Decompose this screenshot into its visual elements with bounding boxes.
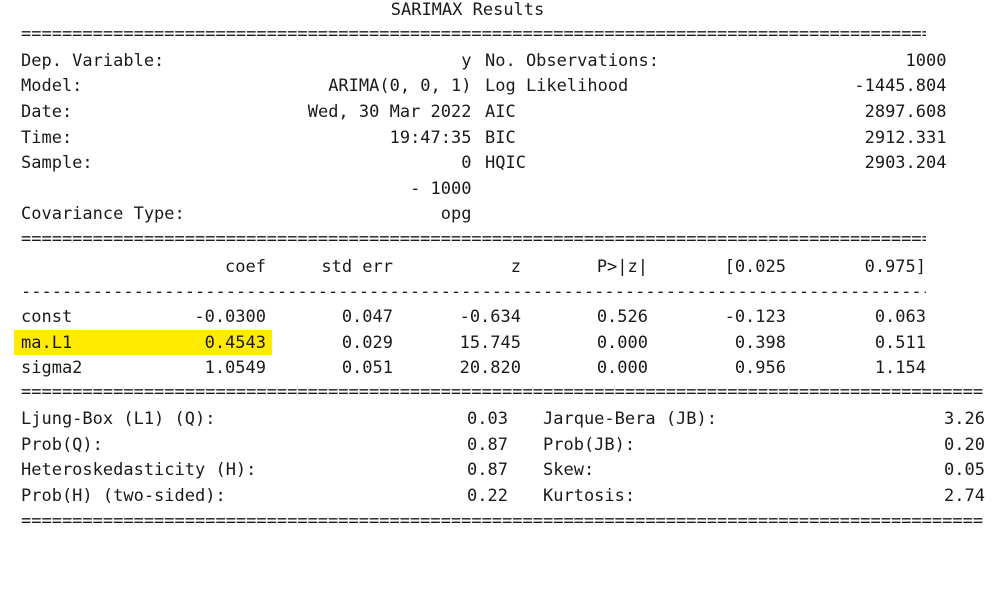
diag-label: Heteroskedasticity (H): bbox=[21, 460, 257, 480]
sarimax-results-page: { "title": "SARIMAX Results", "separator… bbox=[14, 0, 985, 531]
header-row-1: Model: ARIMA(0, 0, 1) Log Likelihood -14… bbox=[21, 74, 946, 98]
diag-label: Prob(H) (two-sided): bbox=[21, 486, 226, 506]
separator-dashes: ----------------------------------------… bbox=[21, 282, 926, 302]
highlight-ma-l1 bbox=[14, 330, 272, 355]
header-row-5: - 1000 bbox=[21, 177, 471, 201]
table-row: const -0.0300 0.047 -0.634 0.526 -0.123 … bbox=[21, 305, 926, 329]
header-label: Time: bbox=[21, 128, 73, 148]
diag-label: Prob(Q): bbox=[21, 435, 103, 455]
header-value: - 1000 bbox=[410, 179, 472, 199]
separator-long: ========================================… bbox=[21, 382, 984, 402]
diagnostics-row-2: Heteroskedasticity (H): 0.87 Skew: 0.05 bbox=[21, 458, 985, 482]
header-value: 0 bbox=[461, 153, 472, 173]
results-title: SARIMAX Results bbox=[390, 0, 545, 20]
header-label: No. Observations: bbox=[485, 51, 659, 71]
separator-bottom: ========================================… bbox=[21, 511, 984, 531]
cell-p: 0.000 bbox=[596, 358, 648, 378]
diag-value: 0.87 bbox=[467, 460, 508, 480]
header-label: HQIC bbox=[485, 153, 526, 173]
diag-value: 0.87 bbox=[467, 435, 508, 455]
cell-ci-high: 0.511 bbox=[874, 333, 926, 353]
header-value: 2903.204 bbox=[864, 153, 947, 173]
column-header: P>|z| bbox=[596, 257, 648, 277]
cell-coef: -0.0300 bbox=[194, 307, 266, 327]
diag-value: 3.26 bbox=[944, 409, 985, 429]
cell-std-err: 0.047 bbox=[341, 307, 393, 327]
coef-table-header: coef std err z P>|z| [0.025 0.975] bbox=[21, 255, 926, 279]
header-value: -1445.804 bbox=[854, 76, 947, 96]
column-header: std err bbox=[321, 257, 393, 277]
column-header: [0.025 bbox=[724, 257, 786, 277]
cell-ci-low: -0.123 bbox=[724, 307, 786, 327]
separator-top: ========================================… bbox=[21, 24, 926, 44]
header-label: Dep. Variable: bbox=[21, 51, 165, 71]
separator-header: ========================================… bbox=[21, 229, 926, 249]
diag-value: 0.05 bbox=[944, 460, 985, 480]
header-value: 1000 bbox=[905, 51, 947, 71]
diag-value: 0.20 bbox=[944, 435, 985, 455]
header-row-0: Dep. Variable: y No. Observations: 1000 bbox=[21, 49, 946, 73]
cell-coef: 0.4543 bbox=[204, 333, 266, 353]
diagnostics-row-3: Prob(H) (two-sided): 0.22 Kurtosis: 2.74 bbox=[21, 484, 985, 508]
diag-label: Ljung-Box (L1) (Q): bbox=[21, 409, 216, 429]
cell-std-err: 0.029 bbox=[341, 333, 393, 353]
cell-p: 0.526 bbox=[596, 307, 648, 327]
column-header: z bbox=[510, 257, 521, 277]
row-name: const bbox=[21, 307, 73, 327]
header-row-2: Date: Wed, 30 Mar 2022 AIC 2897.608 bbox=[21, 100, 946, 124]
cell-std-err: 0.051 bbox=[341, 358, 393, 378]
column-header: 0.975] bbox=[864, 257, 926, 277]
diagnostics-row-0: Ljung-Box (L1) (Q): 0.03 Jarque-Bera (JB… bbox=[21, 407, 985, 431]
diag-value: 0.22 bbox=[467, 486, 508, 506]
header-value: ARIMA(0, 0, 1) bbox=[328, 76, 472, 96]
header-value: opg bbox=[440, 204, 472, 224]
header-value: Wed, 30 Mar 2022 bbox=[307, 102, 472, 122]
diag-value: 2.74 bbox=[944, 486, 985, 506]
header-label: Covariance Type: bbox=[21, 204, 185, 224]
cell-p: 0.000 bbox=[596, 333, 648, 353]
header-value: y bbox=[461, 51, 472, 71]
column-header: coef bbox=[225, 257, 266, 277]
diag-label: Skew: bbox=[543, 460, 595, 480]
header-label: Sample: bbox=[21, 153, 93, 173]
header-label: Model: bbox=[21, 76, 83, 96]
header-label: BIC bbox=[485, 128, 516, 148]
cell-ci-low: 0.956 bbox=[734, 358, 786, 378]
header-label: Log Likelihood bbox=[485, 76, 629, 96]
header-row-6: Covariance Type: opg bbox=[21, 202, 471, 226]
diag-label: Jarque-Bera (JB): bbox=[543, 409, 717, 429]
diag-value: 0.03 bbox=[467, 409, 508, 429]
diag-label: Prob(JB): bbox=[543, 435, 636, 455]
header-value: 2912.331 bbox=[864, 128, 947, 148]
header-value: 2897.608 bbox=[864, 102, 947, 122]
cell-ci-high: 0.063 bbox=[874, 307, 926, 327]
cell-z: 20.820 bbox=[459, 358, 521, 378]
cell-z: -0.634 bbox=[459, 307, 521, 327]
header-value: 19:47:35 bbox=[389, 128, 472, 148]
row-name: ma.L1 bbox=[21, 333, 73, 353]
diagnostics-row-1: Prob(Q): 0.87 Prob(JB): 0.20 bbox=[21, 433, 985, 457]
header-row-4: Sample: 0 HQIC 2903.204 bbox=[21, 151, 946, 175]
cell-coef: 1.0549 bbox=[204, 358, 266, 378]
header-label: Date: bbox=[21, 102, 73, 122]
cell-z: 15.745 bbox=[459, 333, 521, 353]
table-row: sigma2 1.0549 0.051 20.820 0.000 0.956 1… bbox=[21, 356, 926, 380]
cell-ci-high: 1.154 bbox=[874, 358, 926, 378]
diag-label: Kurtosis: bbox=[543, 486, 636, 506]
header-row-3: Time: 19:47:35 BIC 2912.331 bbox=[21, 126, 946, 150]
row-name: sigma2 bbox=[21, 358, 83, 378]
table-row: ma.L1 0.4543 0.029 15.745 0.000 0.398 0.… bbox=[21, 331, 926, 355]
cell-ci-low: 0.398 bbox=[734, 333, 786, 353]
header-label: AIC bbox=[485, 102, 516, 122]
